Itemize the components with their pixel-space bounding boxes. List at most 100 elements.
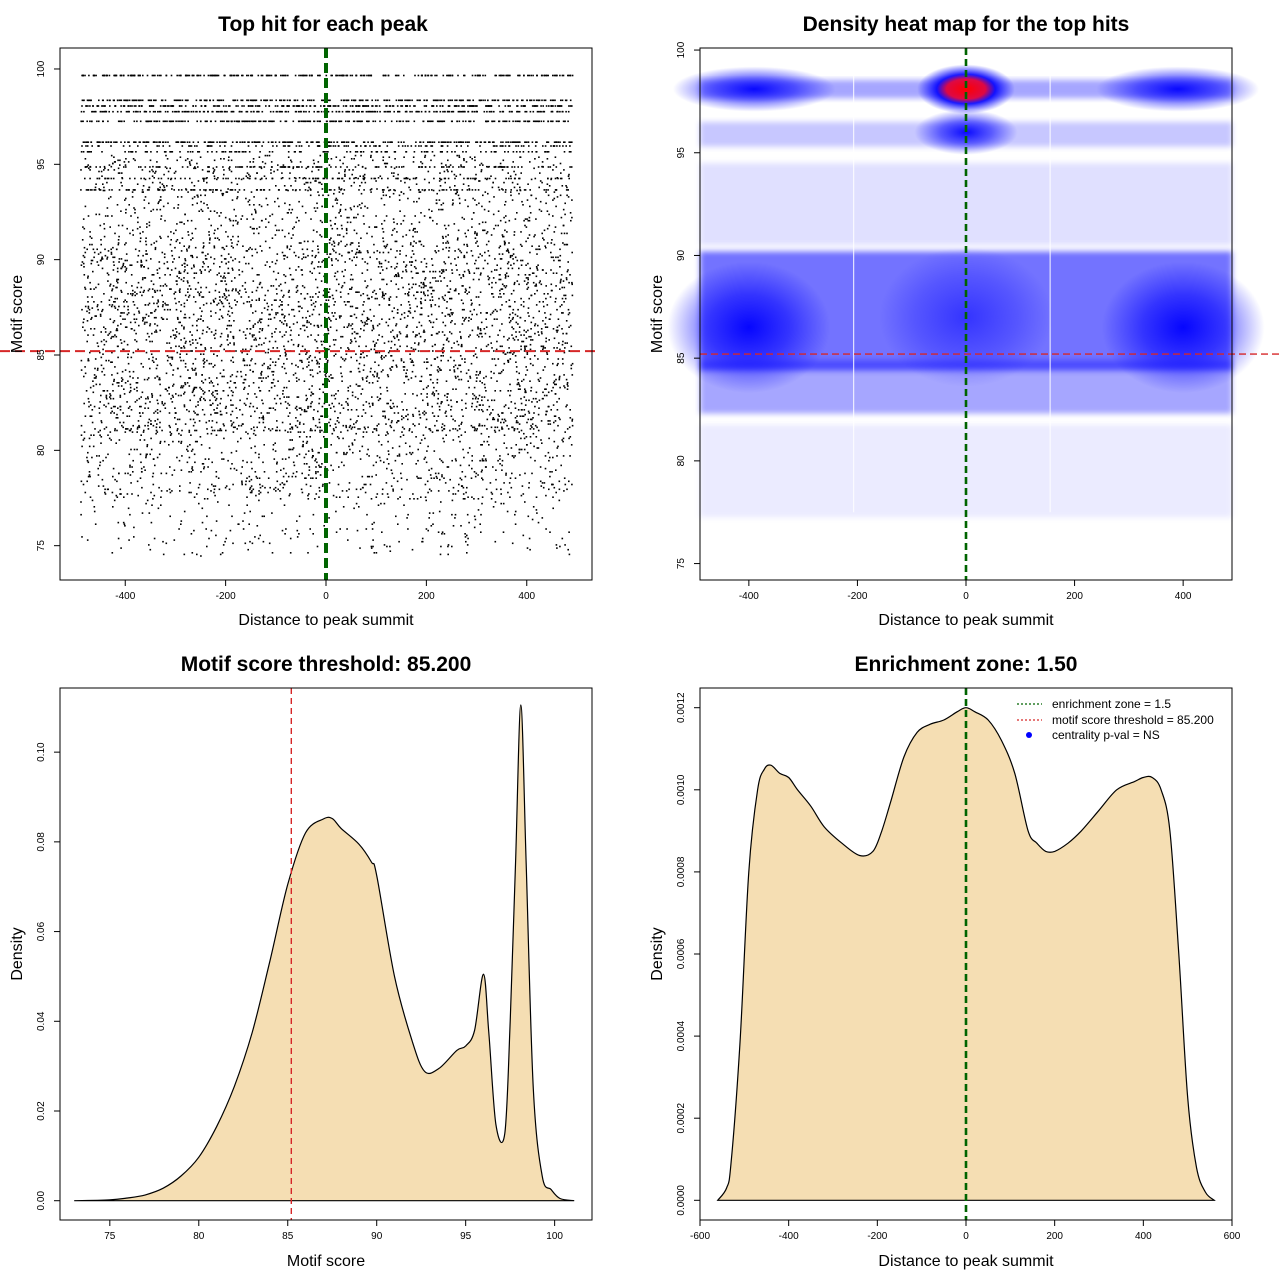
scatter-point: [191, 339, 194, 341]
scatter-point: [361, 388, 364, 390]
scatter-point: [104, 167, 106, 170]
scatter-point: [163, 253, 166, 255]
scatter-point: [407, 293, 409, 295]
scatter-point: [103, 235, 106, 238]
scatter-point: [254, 208, 256, 211]
scatter-point: [428, 181, 430, 184]
scatter-point: [435, 251, 437, 254]
scatter-point: [405, 453, 408, 456]
scatter-point: [440, 401, 443, 403]
scatter-point: [177, 394, 180, 397]
scatter-point: [519, 316, 522, 319]
scatter-point: [245, 374, 247, 376]
scatter-point: [344, 269, 346, 271]
scatter-point: [534, 293, 536, 295]
scatter-point: [535, 496, 538, 498]
scatter-point: [536, 267, 538, 270]
scatter-point: [410, 242, 412, 244]
scatter-point: [382, 237, 384, 239]
scatter-point: [230, 420, 232, 422]
scatter-point: [570, 364, 573, 367]
scatter-point: [237, 240, 240, 243]
scatter-point: [544, 388, 546, 390]
scatter-point: [156, 324, 159, 327]
scatter-point: [443, 477, 445, 479]
scatter-point: [130, 328, 133, 330]
scatter-point: [496, 310, 498, 313]
scatter-point: [103, 343, 106, 346]
scatter-point: [350, 158, 353, 160]
scatter-point: [474, 199, 476, 201]
scatter-point: [143, 266, 145, 268]
scatter-point: [371, 329, 373, 332]
scatter-point: [309, 296, 312, 298]
scatter-point: [386, 431, 388, 433]
scatter-point: [266, 261, 268, 263]
scatter-point: [525, 337, 528, 340]
scatter-point: [491, 324, 494, 327]
scatter-point: [427, 315, 430, 317]
scatter-point: [97, 283, 100, 286]
scatter-point: [502, 531, 505, 533]
scatter-point: [200, 471, 202, 473]
scatter-point: [109, 226, 111, 228]
scatter-point: [187, 288, 189, 290]
scatter-point: [339, 496, 341, 498]
scatter-point: [87, 305, 90, 308]
scatter-point: [112, 506, 114, 508]
scatter-point: [225, 405, 227, 408]
scatter-point: [101, 478, 104, 481]
scatter-point: [136, 286, 139, 289]
scatter-point: [430, 364, 433, 367]
scatter-point: [319, 431, 321, 433]
scatter-point: [473, 426, 476, 429]
scatter-point: [355, 291, 357, 293]
scatter-point: [143, 207, 146, 209]
scatter-point: [428, 488, 431, 491]
scatter-point: [335, 393, 337, 395]
scatter-point: [548, 213, 550, 216]
scatter-point: [189, 331, 191, 333]
scatter-point: [307, 254, 309, 257]
scatter-point: [251, 213, 253, 216]
scatter-point: [437, 429, 439, 432]
scatter-point: [249, 246, 251, 249]
scatter-point: [335, 278, 338, 281]
scatter-point: [504, 242, 506, 244]
scatter-point: [374, 297, 377, 300]
scatter-point: [139, 415, 142, 417]
scatter-point: [393, 477, 395, 479]
scatter-point: [228, 169, 231, 171]
scatter-point: [207, 253, 209, 255]
scatter-point: [486, 428, 488, 430]
scatter-point: [526, 547, 529, 549]
scatter-point: [200, 270, 203, 273]
scatter-point: [110, 296, 113, 298]
scatter-point: [418, 321, 421, 324]
scatter-point: [286, 407, 288, 409]
scatter-point: [336, 270, 339, 273]
scatter-point: [243, 512, 246, 514]
scatter-point: [159, 208, 162, 211]
scatter-point: [322, 194, 324, 197]
scatter-point: [477, 397, 479, 400]
scatter-point: [364, 321, 366, 324]
scatter-point: [561, 343, 564, 346]
scatter-point: [250, 447, 253, 449]
scatter-point: [224, 486, 227, 489]
scatter-point: [218, 239, 220, 241]
scatter-point: [403, 369, 405, 371]
scatter-point: [452, 428, 454, 430]
scatter-point: [142, 231, 144, 233]
scatter-point: [166, 158, 169, 160]
scatter-point: [479, 253, 481, 255]
scatter-point: [320, 235, 323, 238]
scatter-point: [124, 243, 126, 246]
scatter-point: [157, 305, 159, 308]
scatter-point: [417, 477, 419, 479]
scatter-point: [283, 258, 286, 260]
scatter-point: [200, 291, 202, 293]
scatter-point: [180, 196, 183, 198]
scatter-point: [334, 216, 337, 219]
scatter-point: [536, 401, 538, 403]
